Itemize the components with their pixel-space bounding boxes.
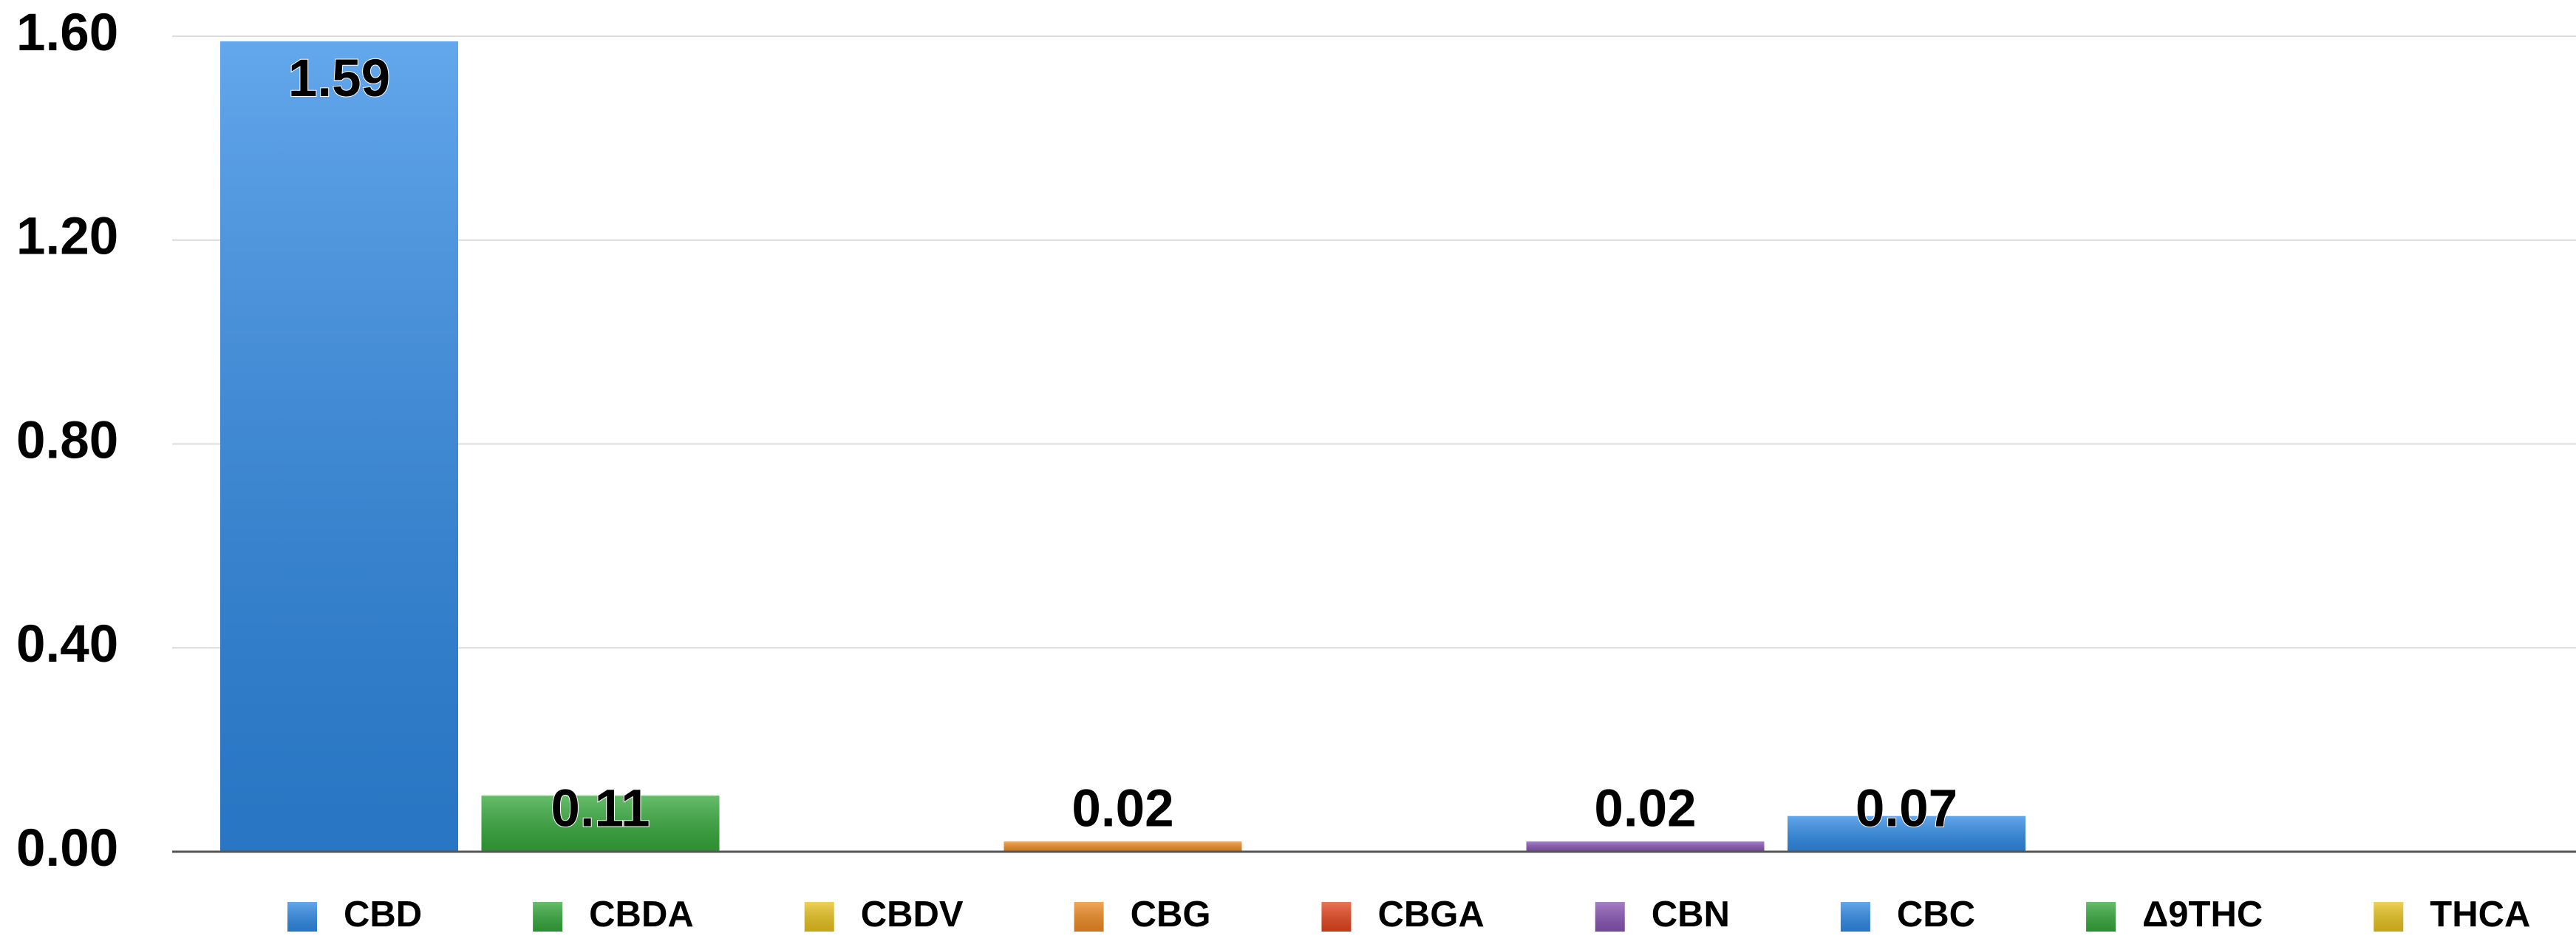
value-label: 1.59 (288, 50, 390, 108)
y-tick-label: 0.80 (16, 411, 118, 469)
bar-shade (481, 796, 720, 852)
legend-swatch-shade (1321, 902, 1352, 932)
legend-swatch-shade (533, 902, 563, 932)
legend-swatch-shade (287, 902, 317, 932)
y-tick-label: 0.40 (16, 615, 118, 674)
legend-label: CBG (1131, 895, 1211, 935)
y-tick-label: 0.00 (16, 819, 118, 878)
legend-label: CBD (344, 895, 422, 935)
legend-swatch-shade (2086, 902, 2116, 932)
legend-swatch-shade (1074, 902, 1104, 932)
legend-label: CBDV (861, 895, 964, 935)
legend-label: CBN (1652, 895, 1730, 935)
legend-label: THCA (2430, 895, 2530, 935)
legend-label: CBC (1897, 895, 1975, 935)
bar-shade (1004, 841, 1242, 852)
legend-swatch-shade (1840, 902, 1870, 932)
y-tick-label: 1.60 (16, 4, 118, 62)
bar-shade (1526, 841, 1765, 852)
value-label: 0.02 (1594, 779, 1696, 838)
legend-swatch-shade (804, 902, 834, 932)
y-tick-label: 1.20 (16, 208, 118, 266)
legend-label: CBDA (589, 895, 694, 935)
legend-label: CBGA (1377, 895, 1484, 935)
value-label: 0.11 (551, 779, 650, 838)
value-label: 0.02 (1071, 779, 1173, 838)
legend-swatch-shade (2374, 902, 2404, 932)
bar-shade (220, 41, 458, 852)
bar-shade (1788, 815, 2025, 852)
legend-label: Δ9THC (2142, 895, 2263, 935)
legend-swatch-shade (1595, 902, 1625, 932)
value-label: 0.07 (1856, 779, 1957, 838)
